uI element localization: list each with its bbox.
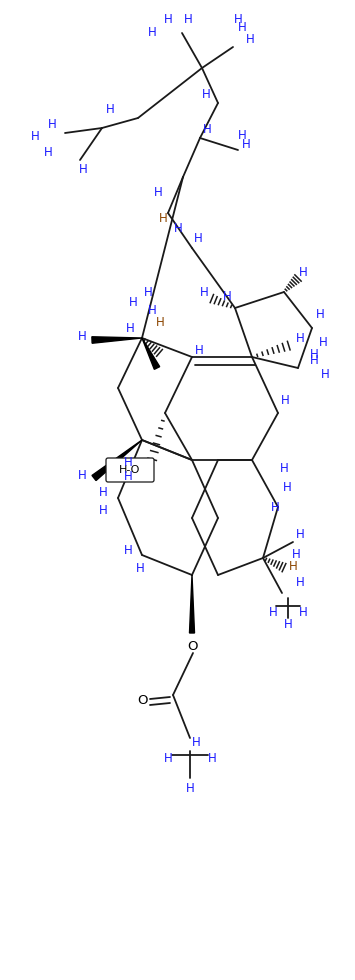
Text: H: H (184, 14, 192, 26)
Text: H: H (129, 297, 137, 310)
Text: H: H (237, 129, 246, 142)
Text: H: H (223, 290, 231, 304)
Text: H: H (296, 527, 304, 541)
Text: H: H (164, 14, 173, 26)
Text: H: H (246, 33, 255, 46)
Polygon shape (142, 338, 160, 369)
Text: H: H (99, 504, 107, 516)
Text: H: H (136, 562, 144, 574)
Text: H: H (174, 221, 182, 234)
Text: H: H (310, 354, 318, 367)
Text: H: H (321, 368, 329, 381)
Text: H: H (289, 561, 297, 573)
Text: H: H (186, 781, 195, 795)
Text: H: H (316, 309, 324, 321)
Text: H: H (310, 348, 318, 361)
Text: H: H (299, 606, 307, 618)
Text: H: H (242, 138, 250, 152)
Text: H: H (164, 752, 173, 764)
Text: H: H (148, 26, 156, 39)
Text: O: O (188, 640, 198, 653)
Text: H: H (126, 321, 135, 334)
Text: H: H (99, 486, 107, 500)
Text: H: H (208, 752, 217, 764)
Polygon shape (92, 337, 142, 343)
Text: H: H (296, 575, 304, 589)
Text: H: H (269, 606, 277, 618)
Text: H: H (237, 22, 246, 34)
Text: H: H (106, 104, 114, 117)
FancyBboxPatch shape (106, 458, 154, 482)
Text: H: H (299, 267, 307, 279)
Text: H: H (192, 736, 200, 749)
Text: H: H (202, 88, 211, 102)
Text: H: H (284, 618, 293, 631)
Text: H: H (124, 470, 132, 483)
Text: H: H (159, 212, 167, 224)
Text: H: H (148, 304, 156, 317)
Text: H: H (319, 335, 327, 349)
Text: H: H (48, 119, 56, 131)
Text: H: H (203, 123, 211, 136)
Text: H: H (78, 469, 86, 482)
Polygon shape (190, 575, 195, 633)
Text: H: H (296, 331, 304, 345)
Text: H: H (271, 502, 279, 514)
Text: O: O (138, 695, 148, 708)
Text: H: H (78, 329, 86, 342)
Text: H: H (78, 164, 87, 176)
Text: H: H (193, 231, 202, 244)
Text: H: H (195, 344, 203, 357)
Text: H: H (31, 130, 39, 143)
Polygon shape (92, 440, 142, 480)
Text: H: H (124, 457, 132, 469)
Text: H: H (234, 14, 242, 26)
Text: H: H (44, 146, 53, 160)
Text: H: H (124, 544, 132, 557)
Text: H: H (280, 394, 289, 407)
Text: H-O: H-O (119, 465, 141, 475)
Text: H: H (280, 462, 288, 474)
Text: H: H (200, 285, 208, 299)
Text: H: H (283, 481, 291, 495)
Text: H: H (155, 316, 164, 328)
Text: H: H (154, 186, 162, 200)
Text: H: H (144, 285, 152, 299)
Text: H: H (291, 549, 300, 562)
